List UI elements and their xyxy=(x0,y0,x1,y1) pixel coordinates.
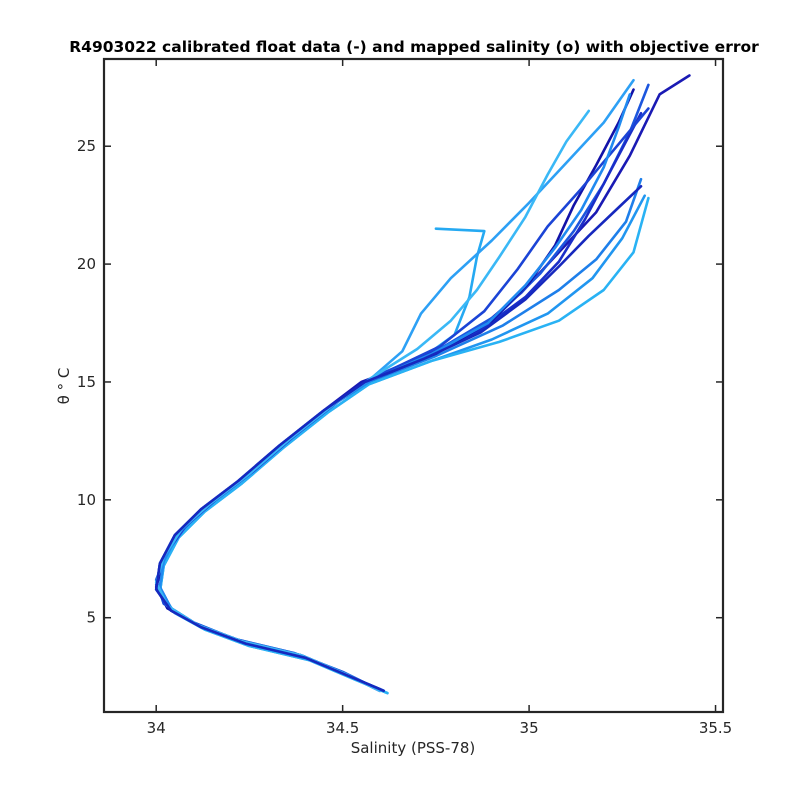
axes: 34 34.5 35 35.5 5 10 15 20 25 xyxy=(77,57,732,737)
y-tick-label: 25 xyxy=(77,137,96,155)
y-tick-label: 10 xyxy=(77,491,96,509)
x-tick-label: 34 xyxy=(147,719,166,737)
profile-line-13 xyxy=(154,185,643,693)
plot-frame xyxy=(102,57,725,714)
y-tick-label: 15 xyxy=(77,373,96,391)
x-tick-label: 35.5 xyxy=(699,719,732,737)
x-tick-label: 35 xyxy=(520,719,539,737)
x-tick-label: 34.5 xyxy=(326,719,359,737)
chart-title: R4903022 calibrated float data (-) and m… xyxy=(69,38,759,56)
y-tick-label: 5 xyxy=(86,609,96,627)
plot-area xyxy=(154,74,691,695)
x-axis-label: Salinity (PSS-78) xyxy=(351,739,476,757)
y-tick-label: 20 xyxy=(77,255,96,273)
series-layer xyxy=(154,74,691,695)
y-axis-label: θ ° C xyxy=(55,368,73,405)
